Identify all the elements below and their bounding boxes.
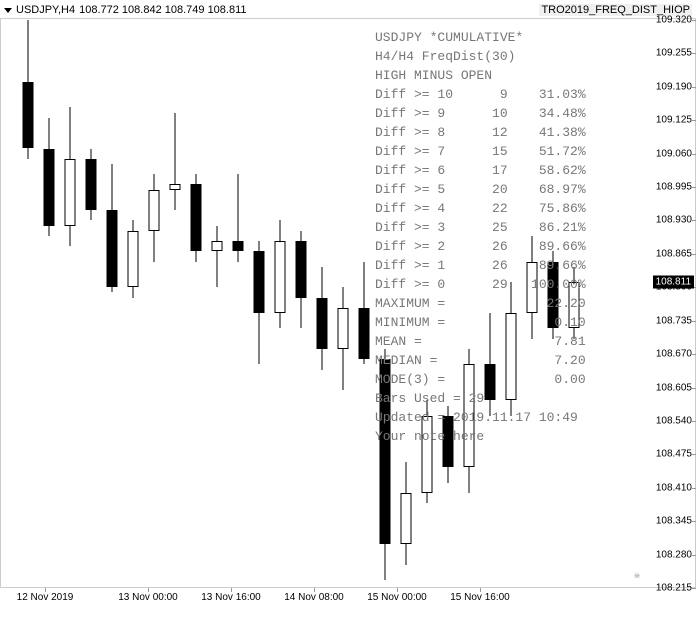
price-tick-line [692,254,696,255]
price-tick-line [692,321,696,322]
price-tick-line [692,20,696,21]
price-tick-label: 109.255 [656,48,692,59]
price-tick-label: 109.060 [656,148,692,159]
candle-body [107,210,118,287]
time-axis: 12 Nov 2019 13 Nov 00:00 13 Nov 16:00 14 No… [0,588,646,624]
price-tick-line [692,53,696,54]
stats-line: MEAN = 7.81 [375,332,586,351]
stats-line: Diff >= 2 26 89.66% [375,237,586,256]
candle-body [44,149,55,226]
price-tick-label: 109.320 [656,15,692,26]
time-tick-label: 13 Nov 00:00 [118,592,178,603]
stats-line: MEDIAN = 7.20 [375,351,586,370]
stats-line: Your note here [375,427,586,446]
price-tick-label: 108.345 [656,516,692,527]
candle-body [149,190,160,231]
stats-line: Diff >= 3 25 86.21% [375,218,586,237]
price-tick-label: 108.995 [656,182,692,193]
time-tick-label: 15 Nov 00:00 [367,592,427,603]
candle-wick [175,113,176,211]
stats-line: Diff >= 4 22 75.86% [375,199,586,218]
price-tick-line [692,454,696,455]
candle-body [23,82,34,149]
stats-line: Diff >= 5 20 68.97% [375,180,586,199]
time-tick-label: 15 Nov 16:00 [450,592,510,603]
candle-body [212,241,223,251]
stats-line: Updated = 2019.11.17 10:49 [375,408,586,427]
stats-line: Diff >= 0 29 100.00% [375,275,586,294]
candle-body [254,251,265,313]
candle-body [296,241,307,298]
stats-line: MINIMUM = 0.10 [375,313,586,332]
skull-icon: ☠ [634,570,640,582]
stats-line: Diff >= 7 15 51.72% [375,142,586,161]
price-tick-line [692,555,696,556]
header-left: USDJPY,H4 108.772 108.842 108.749 108.81… [4,4,247,16]
price-tick-label: 108.865 [656,248,692,259]
stats-line: Diff >= 6 17 58.62% [375,161,586,180]
candle-body [191,184,202,251]
stats-line: USDJPY *CUMULATIVE* [375,28,586,47]
price-tick-label: 108.280 [656,549,692,560]
price-tick-line [692,220,696,221]
ohlc-label: 108.772 108.842 108.749 108.811 [79,4,246,16]
candle-body [275,241,286,313]
stats-overlay: USDJPY *CUMULATIVE*H4/H4 FreqDist(30)HIG… [375,28,586,446]
price-tick-label: 108.605 [656,382,692,393]
stats-line: H4/H4 FreqDist(30) [375,47,586,66]
candle-body [317,298,328,349]
price-tick-line [692,421,696,422]
price-axis: 109.320109.255109.190109.125109.060108.9… [646,20,696,588]
candle-body [128,231,139,288]
stats-line: Diff >= 8 12 41.38% [375,123,586,142]
time-tick-label: 12 Nov 2019 [17,592,74,603]
price-tick-label: 109.190 [656,81,692,92]
stats-line: Diff >= 1 26 89.66% [375,256,586,275]
stats-line: Diff >= 9 10 34.48% [375,104,586,123]
chart-header: USDJPY,H4 108.772 108.842 108.749 108.81… [0,0,696,20]
dropdown-arrow-icon[interactable] [4,8,12,13]
time-tick-label: 14 Nov 08:00 [284,592,344,603]
price-tick-label: 108.215 [656,583,692,594]
price-tick-label: 109.125 [656,115,692,126]
stats-line: HIGH MINUS OPEN [375,66,586,85]
candle-body [86,159,97,210]
price-tick-line [692,187,696,188]
stats-line: MODE(3) = 0.00 [375,370,586,389]
price-tick-label: 108.475 [656,449,692,460]
stats-line: MAXIMUM = 22.20 [375,294,586,313]
candle-body [233,241,244,251]
price-tick-line [692,120,696,121]
candle-body [338,308,349,349]
price-tick-line [692,388,696,389]
candle-body [65,159,76,226]
candle-body [170,184,181,189]
symbol-label: USDJPY,H4 [16,4,75,16]
stats-line: Bars Used = 29 [375,389,586,408]
price-tick-label: 108.930 [656,215,692,226]
price-tick-label: 108.735 [656,315,692,326]
candle-body [401,493,412,544]
price-tick-line [692,488,696,489]
price-tick-line [692,521,696,522]
time-tick-label: 13 Nov 16:00 [201,592,261,603]
price-tick-line [692,354,696,355]
candle-wick [217,226,218,288]
price-tick-label: 108.540 [656,415,692,426]
current-price-tag: 108.811 [653,275,694,288]
price-tick-line [692,154,696,155]
candle-body [359,308,370,359]
price-tick-label: 108.670 [656,349,692,360]
price-tick-line [692,87,696,88]
price-tick-label: 108.410 [656,482,692,493]
stats-line: Diff >= 10 9 31.03% [375,85,586,104]
price-tick-line [692,588,696,589]
